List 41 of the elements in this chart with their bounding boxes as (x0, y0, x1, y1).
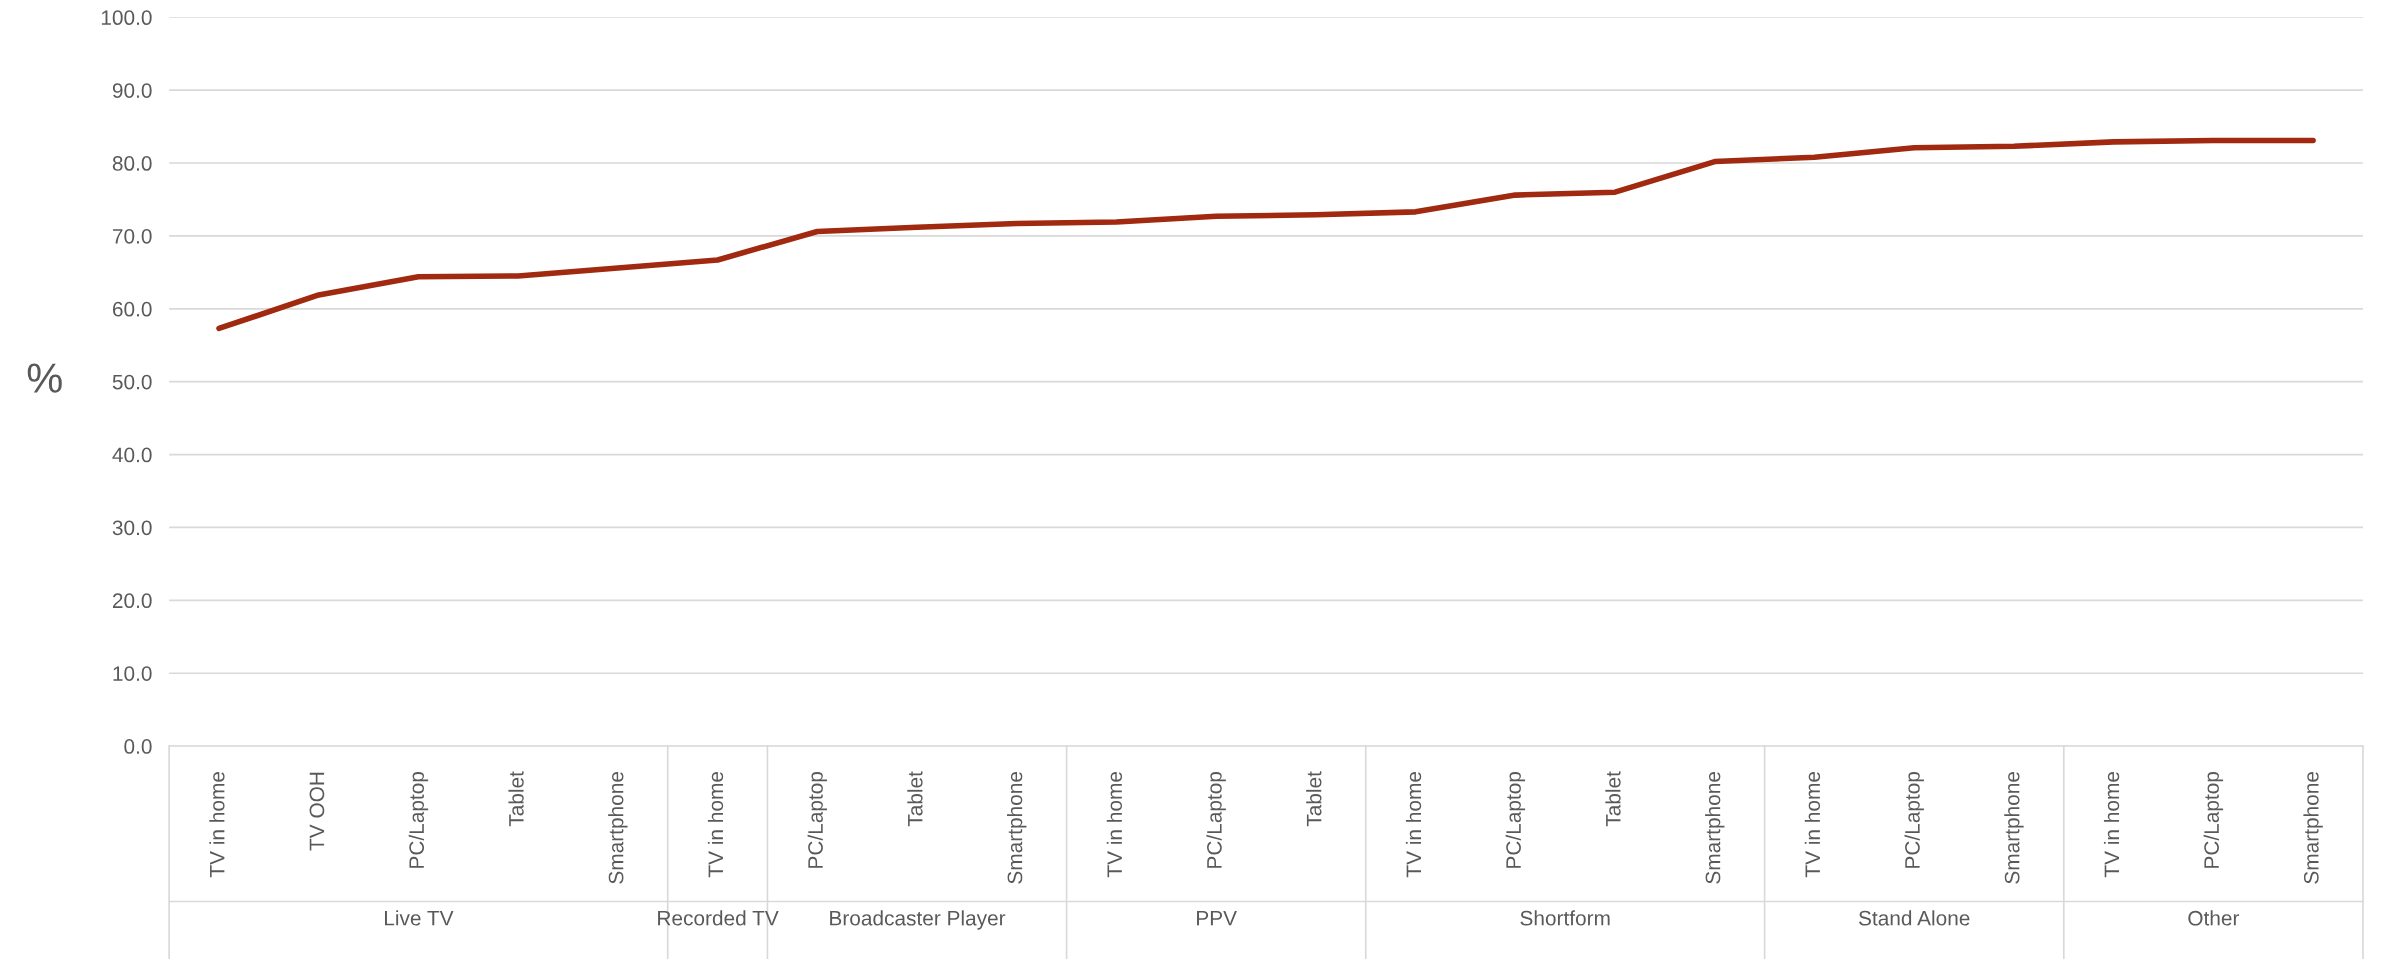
x-tick-label: Smartphone (1705, 772, 1725, 884)
x-tick-label: PC/Laptop (2203, 771, 2224, 868)
x-tick-label: Smartphone (608, 772, 628, 884)
text: Recorded TV (658, 910, 779, 926)
x-tick-label: Smartphone (2004, 772, 2024, 884)
y-tick-label: 30.0 (112, 520, 152, 536)
text: Stand Alone (1858, 910, 1970, 926)
x-tick-label: Smartphone (1007, 772, 1027, 884)
x-tick-label: PC/Laptop (1505, 771, 1526, 868)
x-tick-label: Tablet (907, 771, 923, 827)
x-tick-label: Tablet (1605, 771, 1621, 827)
text: PPV (1197, 911, 1237, 926)
x-tick-label: PC/Laptop (807, 771, 828, 868)
y-tick-label: 60.0 (112, 301, 152, 317)
x-tick-label: PC/Laptop (408, 771, 429, 868)
y-tick-label: 100.0 (101, 10, 152, 26)
y-tick-label: 40.0 (112, 447, 152, 463)
x-tick-label: TV in home (209, 772, 225, 878)
y-tick-label: 0.0 (124, 739, 152, 754)
text: Live TV (385, 910, 454, 926)
x-tick-label: TV in home (1804, 772, 1821, 878)
y-tick-label: 50.0 (112, 374, 152, 390)
y-axis-title: % (27, 363, 62, 393)
x-tick-label: Tablet (1306, 771, 1322, 827)
x-tick-label: TV in home (1106, 772, 1123, 878)
x-tick-label: PC/Laptop (1206, 771, 1226, 868)
x-tick-label: TV in home (2103, 772, 2120, 878)
x-tick-label: PC/Laptop (1904, 771, 1924, 868)
text: Shortform (1520, 910, 1610, 926)
y-tick-label: 70.0 (112, 228, 152, 244)
x-tick-label: Tablet (508, 771, 524, 827)
x-tick-label: TV in home (707, 772, 724, 878)
y-tick-label: 20.0 (112, 593, 152, 609)
x-tick-label: Smartphone (2303, 772, 2323, 884)
text: Other (2188, 910, 2240, 926)
x-tick-label: TV OOH (309, 772, 325, 851)
y-tick-label: 10.0 (113, 666, 152, 681)
y-tick-label: 80.0 (112, 156, 152, 171)
text: Broadcaster Player (830, 910, 1006, 930)
x-tick-label: TV in home (1405, 772, 1422, 878)
y-tick-label: 90.0 (112, 83, 152, 98)
